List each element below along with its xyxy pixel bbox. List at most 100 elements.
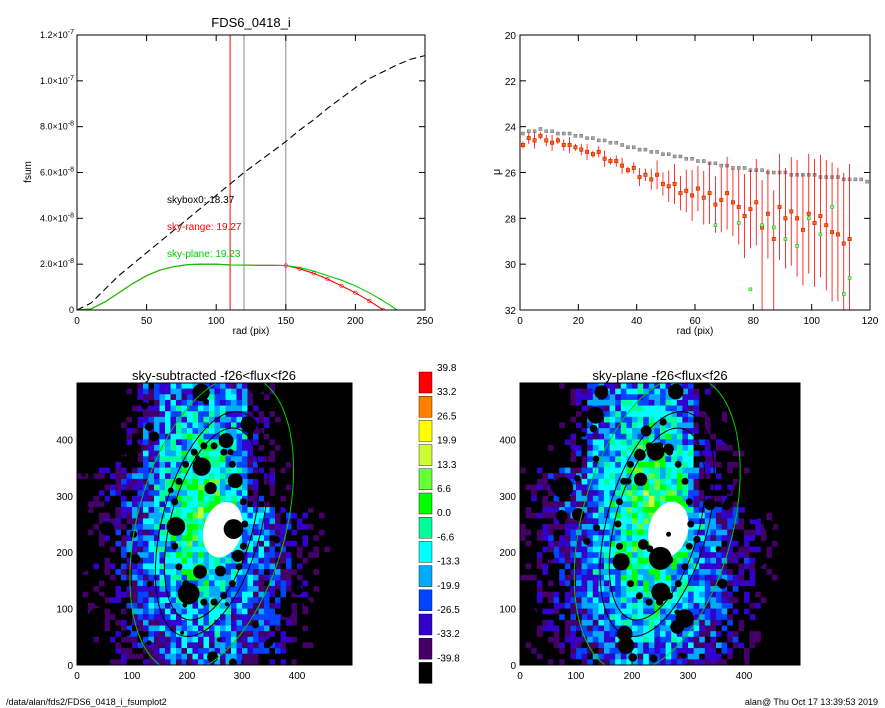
map-pixel [581, 602, 588, 609]
map-pixel [324, 631, 331, 638]
map-pixel [732, 405, 739, 412]
map-pixel [137, 597, 144, 604]
map-pixel [132, 484, 138, 491]
map-pixel [536, 614, 543, 621]
map-pixel [693, 619, 700, 626]
map-pixel [676, 597, 683, 604]
map-pixel [214, 557, 221, 564]
map-pixel [203, 405, 210, 412]
map-pixel [598, 478, 605, 485]
map-pixel [626, 388, 633, 395]
map-pixel [198, 631, 204, 638]
map-pixel [738, 467, 745, 474]
map-pixel [286, 529, 292, 536]
map-pixel [525, 490, 532, 497]
map-pixel [335, 557, 342, 564]
map-pixel [330, 535, 336, 542]
map-pixel [286, 648, 292, 655]
map-pixel [648, 473, 655, 480]
map-y-tick-label: 300 [56, 492, 73, 503]
map-pixel [110, 586, 116, 592]
map-pixel [137, 608, 144, 615]
map-pixel [335, 574, 342, 581]
map-pixel [564, 394, 571, 401]
map-pixel [341, 405, 347, 412]
map-pixel [126, 405, 133, 412]
map-pixel [682, 552, 689, 559]
map-pixel [335, 501, 342, 508]
map-pixel [682, 433, 689, 440]
map-pixel [749, 614, 756, 621]
map-pixel [88, 602, 94, 609]
map-pixel [165, 608, 171, 615]
map-pixel [576, 569, 582, 576]
map-pixel [264, 467, 270, 474]
map-pixel [794, 507, 800, 514]
map-pixel [313, 529, 320, 536]
map-pixel [676, 569, 683, 576]
map-pixel [209, 411, 215, 418]
map-pixel [264, 608, 270, 615]
map-pixel [548, 524, 554, 530]
map-pixel [777, 507, 784, 514]
map-pixel [154, 636, 160, 643]
map-pixel [187, 461, 193, 468]
mask-blob [304, 386, 313, 395]
map-pixel [604, 450, 610, 457]
map-pixel [319, 597, 325, 604]
map-pixel [159, 456, 166, 463]
map-pixel [280, 653, 287, 660]
map-pixel [665, 619, 672, 626]
map-pixel [247, 591, 254, 598]
map-pixel [286, 405, 292, 412]
map-pixel [581, 552, 588, 559]
map-pixel [525, 456, 532, 463]
map-pixel [749, 473, 756, 480]
map-pixel [620, 619, 627, 626]
map-pixel [760, 484, 767, 491]
map-pixel [159, 659, 166, 665]
map-pixel [154, 648, 160, 655]
map-pixel [654, 394, 661, 401]
map-pixel [269, 450, 276, 457]
map-pixel [324, 642, 331, 649]
map-pixel [291, 461, 298, 468]
map-pixel [275, 597, 281, 604]
map-pixel [749, 433, 756, 440]
map-pixel [203, 653, 210, 660]
map-pixel [236, 405, 243, 412]
map-pixel [220, 580, 226, 587]
map-pixel [341, 394, 347, 401]
map-pixel [564, 597, 571, 604]
map-pixel [137, 602, 144, 609]
mu-point-skybox [614, 140, 618, 145]
map-pixel [548, 507, 554, 514]
map-pixel [548, 591, 554, 598]
map-pixel [192, 484, 199, 491]
map-pixel [121, 501, 127, 508]
map-pixel [302, 383, 309, 389]
map-pixel [231, 383, 237, 389]
map-pixel [643, 524, 650, 530]
map-pixel [732, 495, 739, 502]
map-pixel [242, 602, 248, 609]
map-pixel [308, 569, 314, 576]
map-pixel [727, 473, 734, 480]
map-pixel [525, 411, 532, 418]
map-pixel [88, 642, 94, 649]
map-pixel [671, 484, 678, 491]
map-pixel [291, 563, 298, 570]
map-pixel [570, 501, 577, 508]
map-pixel [699, 597, 706, 604]
mu-point-skybox [859, 177, 863, 182]
map-pixel [291, 394, 298, 401]
map-pixel [576, 422, 582, 429]
map-pixel [286, 445, 292, 451]
map-pixel [632, 614, 638, 621]
map-pixel [187, 535, 193, 542]
map-pixel [744, 518, 750, 525]
map-pixel [548, 597, 554, 604]
map-pixel [82, 625, 89, 632]
map-pixel [324, 569, 331, 576]
map-pixel [749, 552, 756, 559]
